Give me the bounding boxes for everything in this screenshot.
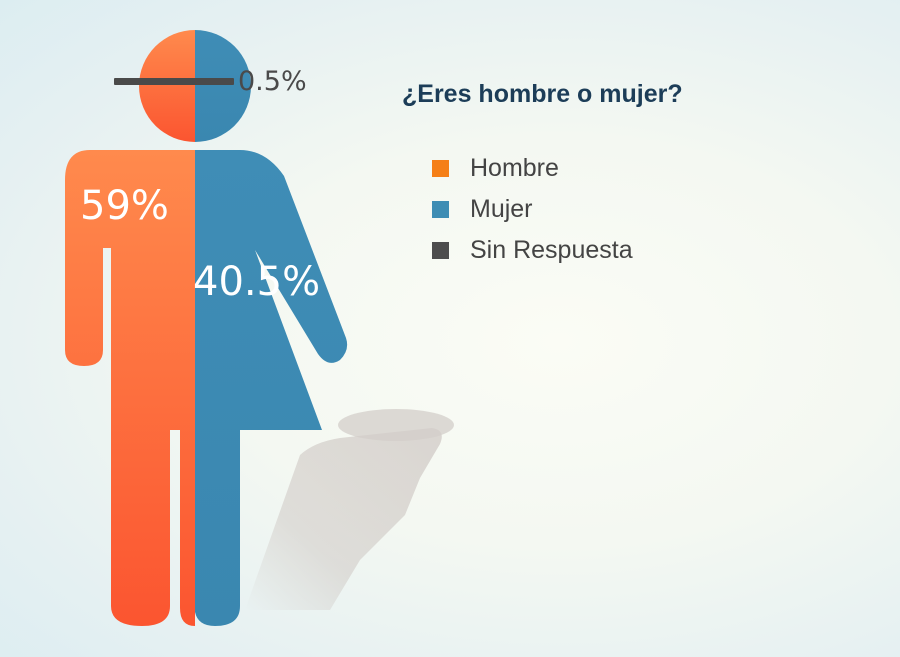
no-answer-bar [114,78,234,85]
men-half [65,30,195,626]
women-body [195,150,348,626]
legend-label-hombre: Hombre [470,154,559,182]
legend-item-sin-respuesta: Sin Respuesta [432,230,633,271]
women-head [195,30,251,142]
legend-swatch-mujer [432,201,449,218]
men-body [65,150,195,626]
men-percentage-label: 59% [80,183,169,229]
legend-swatch-sin-respuesta [432,242,449,259]
legend-label-sin-respuesta: Sin Respuesta [470,236,633,264]
legend-swatch-hombre [432,160,449,177]
figure-shadow [245,409,454,610]
legend-item-hombre: Hombre [432,148,633,189]
legend: Hombre Mujer Sin Respuesta [432,148,633,271]
women-percentage-label: 40.5% [193,259,321,305]
chart-title: ¿Eres hombre o mujer? [402,80,683,108]
no-answer-percentage-label: 0.5% [238,66,307,97]
men-head [139,30,195,142]
legend-item-mujer: Mujer [432,189,633,230]
legend-label-mujer: Mujer [470,195,533,223]
women-half [195,30,348,626]
